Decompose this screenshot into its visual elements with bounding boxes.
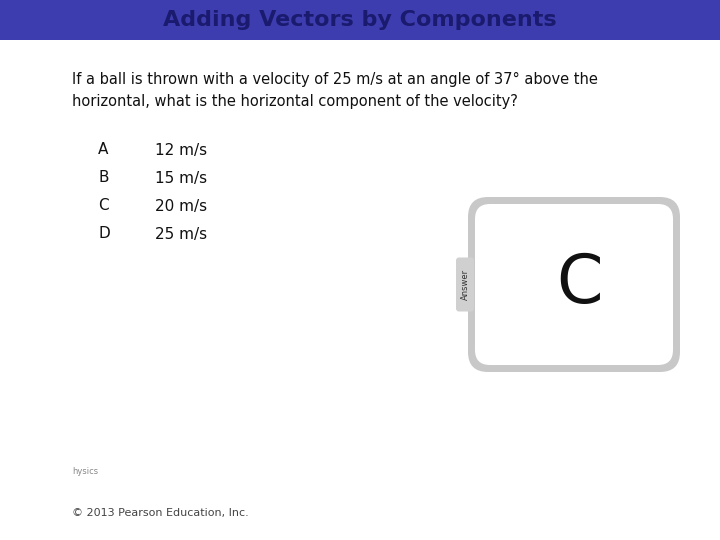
Text: D: D xyxy=(98,226,109,241)
Text: 15 m/s: 15 m/s xyxy=(155,171,207,186)
Text: 12 m/s: 12 m/s xyxy=(155,143,207,158)
Text: Adding Vectors by Components: Adding Vectors by Components xyxy=(163,10,557,30)
Text: 25 m/s: 25 m/s xyxy=(155,226,207,241)
FancyBboxPatch shape xyxy=(475,204,673,365)
FancyBboxPatch shape xyxy=(468,197,680,372)
Text: C: C xyxy=(557,252,603,318)
Text: A: A xyxy=(98,143,109,158)
Text: © 2013 Pearson Education, Inc.: © 2013 Pearson Education, Inc. xyxy=(72,508,248,518)
Text: 20 m/s: 20 m/s xyxy=(155,199,207,213)
Text: hysics: hysics xyxy=(72,468,98,476)
Text: Answer: Answer xyxy=(461,269,469,300)
Text: C: C xyxy=(98,199,109,213)
FancyBboxPatch shape xyxy=(456,258,474,312)
Text: B: B xyxy=(98,171,109,186)
Bar xyxy=(0,0,720,40)
Text: If a ball is thrown with a velocity of 25 m/s at an angle of 37° above the
horiz: If a ball is thrown with a velocity of 2… xyxy=(72,72,598,109)
